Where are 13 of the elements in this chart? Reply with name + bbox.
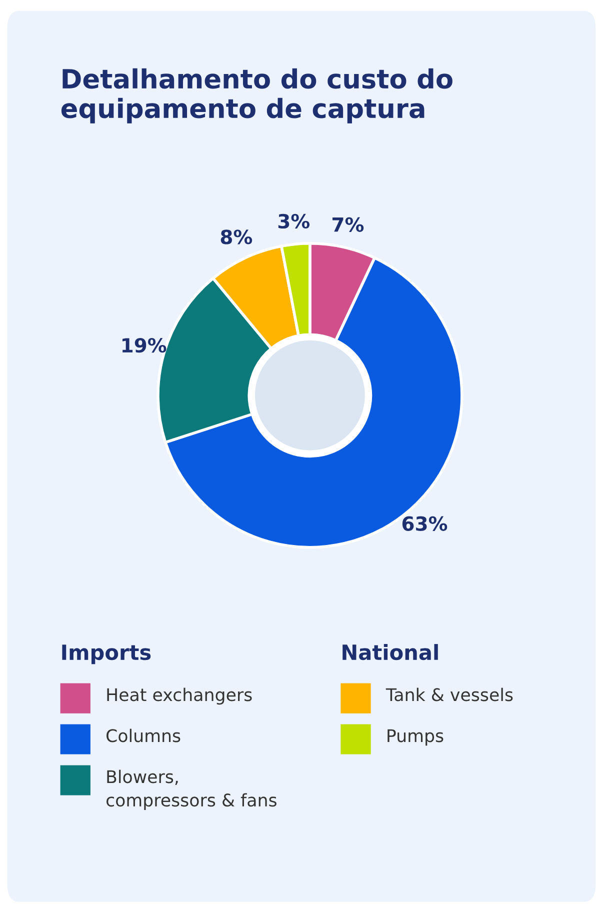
data-label: 63% [402, 516, 448, 531]
legend-label: Blowers, compressors & fans [106, 770, 276, 810]
data-label: 7% [332, 217, 364, 232]
data-label: 8% [220, 230, 252, 244]
legend-label: Tank & vessels [386, 688, 513, 702]
legend-label: Pumps [388, 729, 444, 746]
data-label: 19% [122, 338, 166, 353]
legend-label: Heat exchangers [107, 688, 252, 705]
text: Imports [62, 644, 151, 664]
chart-title: Detalhamento do custo do equipamento de captura [61, 68, 452, 124]
legend-label: Columns [106, 728, 180, 742]
data-label: 3% [278, 214, 310, 229]
text: National [342, 644, 438, 660]
